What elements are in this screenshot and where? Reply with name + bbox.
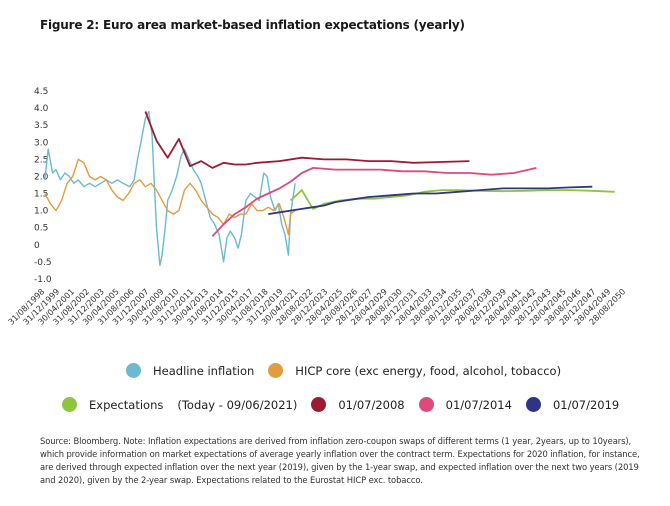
y-tick-label: 2.0	[34, 172, 49, 182]
legend-label: HICP core (exc energy, food, alcohol, to…	[295, 363, 562, 378]
figure-title: Figure 2: Euro area market-based inflati…	[40, 18, 465, 32]
legend-item-today-note: (Today - 09/06/2021)	[177, 398, 297, 412]
legend-row-1: Headline inflation HICP core (exc energy…	[126, 363, 575, 378]
y-tick-label: 4.5	[34, 87, 48, 97]
legend-dot-icon	[525, 397, 541, 412]
series-line-hicp-core-exc-energy-food-alcohol-tobacco	[44, 158, 296, 236]
legend-item-headline[interactable]: Headline inflation	[126, 363, 254, 378]
legend-label: 01/07/2019	[552, 397, 620, 412]
y-tick-label: 4.0	[34, 104, 49, 114]
legend-item-expectations[interactable]: Expectations	[62, 397, 163, 412]
y-tick-label: 3.5	[34, 121, 48, 131]
y-tick-label: -1.0	[34, 275, 52, 285]
legend-dot-icon	[268, 363, 284, 378]
legend-dot-icon	[62, 397, 77, 412]
legend-label: Expectations	[89, 397, 164, 412]
legend-item-hicp-core[interactable]: HICP core (exc energy, food, alcohol, to…	[268, 363, 561, 378]
legend-item-2019[interactable]: 01/07/2019	[525, 397, 620, 412]
legend-row-2: Expectations (Today - 09/06/2021) 01/07/…	[62, 397, 633, 412]
series-lines	[44, 110, 615, 266]
y-tick-label: 0.5	[34, 224, 48, 234]
series-line-01-07-2019	[268, 185, 593, 215]
legend-dot-icon	[311, 397, 327, 412]
legend-label: 01/07/2008	[338, 397, 405, 412]
series-line-01-07-2014	[211, 166, 537, 237]
legend-label: (Today - 09/06/2021)	[177, 397, 298, 412]
series-line-01-07-2008	[144, 111, 470, 169]
y-axis-ticks: 4.5 4.0 3.5 3.0 2.5 2.0 1.5 1.0 0.5 0 -0.5 -1.0	[34, 87, 52, 285]
source-note: Source: Bloomberg. Note: Inflation expec…	[40, 436, 640, 485]
series-line-headline-inflation	[44, 110, 296, 266]
y-tick-label: -0.5	[34, 258, 52, 268]
legend-dot-icon	[418, 397, 434, 412]
legend-label: 01/07/2014	[445, 397, 512, 412]
legend-item-2014[interactable]: 01/07/2014	[418, 397, 512, 412]
legend-dot-icon	[126, 363, 141, 378]
legend-label: Headline inflation	[153, 363, 255, 378]
y-tick-label: 2.5	[34, 155, 48, 165]
y-tick-label: 0	[34, 241, 40, 251]
y-tick-label: 3.0	[34, 138, 49, 148]
y-tick-label: 1.0	[34, 207, 49, 217]
x-axis-ticks: 31/08/199831/12/199930/04/200131/08/2002…	[6, 286, 627, 326]
line-chart: 4.5 4.0 3.5 3.0 2.5 2.0 1.5 1.0 0.5 0 -0.5 -1.0 31/…	[6, 87, 627, 327]
legend-item-2008[interactable]: 01/07/2008	[311, 397, 405, 412]
y-tick-label: 1.5	[34, 190, 48, 200]
